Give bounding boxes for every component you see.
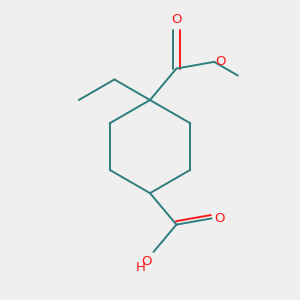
Text: O: O	[171, 13, 182, 26]
Text: O: O	[215, 56, 226, 68]
Text: O: O	[214, 212, 225, 225]
Text: H: H	[135, 262, 145, 275]
Text: O: O	[142, 255, 152, 268]
